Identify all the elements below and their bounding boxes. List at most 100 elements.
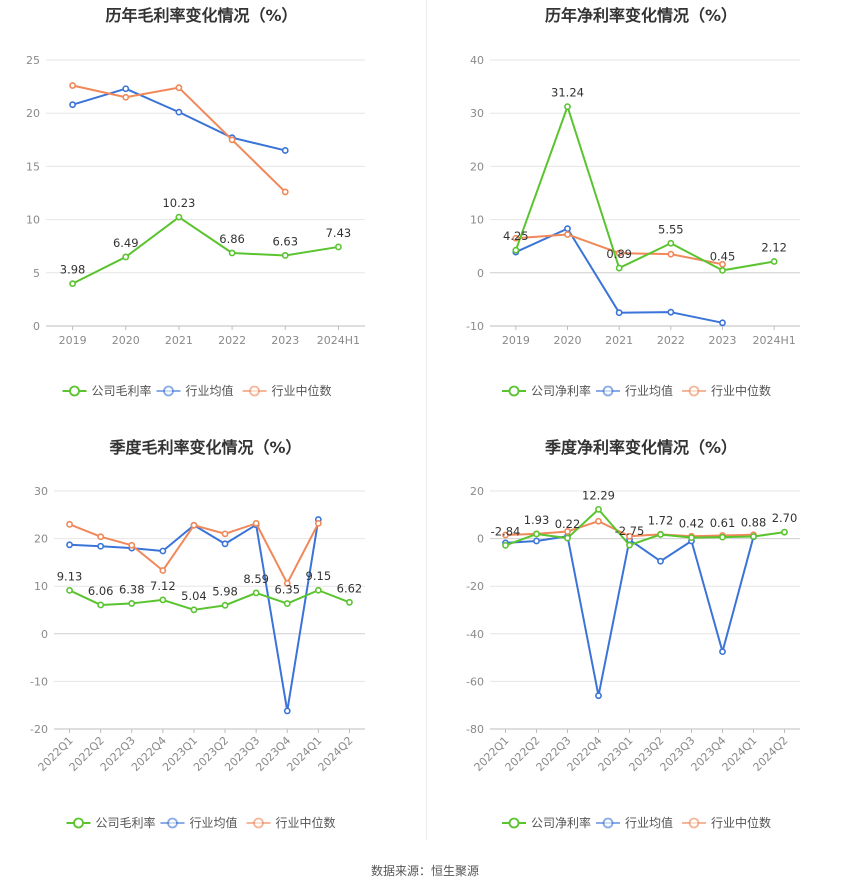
data-label: -2.84 (491, 524, 521, 538)
data-point-company (626, 541, 633, 549)
data-point-industry_avg (667, 308, 675, 316)
legend-label: 行业中位数 (272, 383, 332, 398)
series-line-industry_avg (69, 519, 320, 712)
legend-label: 行业均值 (625, 383, 673, 398)
legend-marker (602, 385, 614, 397)
legend-label: 公司毛利率 (92, 383, 152, 398)
y-tick-label: 30 (470, 107, 484, 120)
data-point-industry_median (564, 231, 571, 238)
data-label: 7.12 (150, 579, 176, 593)
y-tick-label: 0 (41, 628, 48, 641)
data-point-industry_median (502, 531, 509, 539)
data-point-company (657, 531, 664, 538)
data-point-company (564, 103, 571, 111)
data-point-industry_avg (175, 108, 183, 116)
data-point-industry_median (97, 533, 105, 541)
data-point-industry_avg (615, 309, 623, 317)
y-tick-label: 5 (33, 267, 40, 280)
data-point-company (781, 528, 788, 536)
data-point-industry_avg (69, 101, 76, 109)
y-tick-label: 10 (26, 214, 40, 227)
data-point-company (69, 280, 76, 288)
x-tick-label: 2020 (554, 334, 582, 347)
x-tick-label: 2023 (709, 334, 737, 347)
data-label: 10.23 (162, 196, 195, 210)
y-tick-label: 0 (477, 533, 484, 546)
data-label: 6.06 (88, 584, 114, 598)
data-label: 0.45 (710, 249, 736, 263)
data-label: 5.04 (181, 589, 207, 603)
data-label: 4.25 (503, 229, 529, 243)
data-point-industry_avg (122, 85, 130, 93)
y-tick-label: -20 (466, 580, 484, 593)
y-tick-label: -10 (466, 320, 484, 333)
data-label: 12.29 (582, 488, 615, 502)
data-point-industry_avg (281, 147, 289, 154)
data-point-industry_median (190, 521, 198, 529)
data-label: 3.98 (60, 263, 86, 277)
data-label: 6.35 (274, 583, 300, 597)
data-label: 2.12 (761, 241, 787, 255)
x-tick-label: 2024H1 (753, 334, 796, 347)
data-label: 8.59 (243, 572, 269, 586)
legend-marker (163, 385, 174, 397)
series-line-industry_median (69, 522, 320, 585)
series-line-company (514, 105, 775, 272)
data-point-industry_avg (221, 540, 229, 548)
data-point-company (615, 264, 623, 272)
x-tick-label: 2024H1 (317, 334, 360, 347)
data-point-industry_avg (159, 547, 167, 555)
data-point-industry_avg (657, 557, 664, 565)
data-point-company (750, 533, 757, 540)
data-label: 5.98 (212, 584, 238, 598)
data-point-company (502, 541, 509, 549)
legend-label: 行业中位数 (276, 815, 336, 830)
data-label: 0.42 (679, 517, 705, 531)
data-point-company (719, 267, 726, 274)
data-point-industry_median (175, 84, 183, 92)
data-label: 6.62 (337, 581, 363, 595)
data-point-industry_avg (595, 692, 602, 700)
panel-divider (426, 0, 427, 840)
chart-panel-4: 季度净利率变化情况（%）-80-60-40-200202022Q12022Q22… (466, 438, 800, 830)
data-point-industry_median (252, 519, 260, 527)
data-point-company (128, 600, 136, 607)
y-tick-label: 15 (26, 160, 40, 173)
x-tick-label: 2020 (112, 334, 140, 347)
x-tick-label: 2024Q2 (316, 734, 356, 774)
data-point-industry_avg (564, 225, 571, 233)
legend-label: 公司净利率 (531, 383, 591, 398)
data-point-company (346, 598, 353, 606)
legend-marker (249, 385, 260, 397)
data-point-company (190, 606, 198, 614)
data-point-company (175, 213, 183, 221)
legend-marker (688, 817, 700, 829)
data-point-company (66, 586, 73, 594)
data-point-company (595, 505, 602, 513)
data-point-company (667, 239, 675, 247)
series-line-industry_avg (515, 227, 723, 324)
data-label: 9.15 (306, 569, 332, 583)
data-point-company (719, 533, 726, 541)
y-tick-label: 10 (470, 214, 484, 227)
legend-label: 行业均值 (186, 383, 234, 398)
legend-marker (508, 817, 520, 829)
series-line-industry_median (72, 84, 286, 193)
data-point-company (283, 600, 291, 607)
y-tick-label: 0 (33, 320, 40, 333)
legend-marker (69, 385, 80, 397)
x-tick-label: 2019 (502, 334, 530, 347)
legend-item-industry_median: 行业中位数 (246, 815, 336, 830)
x-tick-label: 2021 (605, 334, 633, 347)
y-tick-label: 30 (34, 485, 48, 498)
legend-item-company: 公司净利率 (502, 815, 591, 830)
data-label: -2.75 (615, 524, 645, 538)
legend-item-industry_avg: 行业均值 (596, 815, 673, 830)
data-label: 7.43 (326, 226, 352, 240)
data-label: 6.49 (113, 236, 139, 250)
data-label: 6.38 (119, 582, 145, 596)
legend-item-industry_median: 行业中位数 (682, 815, 771, 830)
data-point-industry_median (667, 250, 675, 258)
chart-title: 历年净利率变化情况（%） (545, 6, 737, 25)
